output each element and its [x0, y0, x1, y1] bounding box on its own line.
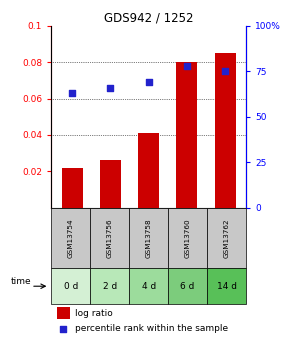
Bar [57, 307, 70, 319]
Bar [168, 268, 207, 304]
Text: GSM13762: GSM13762 [224, 218, 230, 258]
Bar [51, 268, 90, 304]
Bar [100, 160, 121, 207]
Bar [207, 207, 246, 268]
Text: 14 d: 14 d [217, 282, 237, 291]
Bar [129, 268, 168, 304]
Point [61, 326, 66, 331]
Title: GDS942 / 1252: GDS942 / 1252 [104, 12, 193, 25]
Point [223, 69, 227, 74]
Bar [51, 207, 90, 268]
Text: 4 d: 4 d [142, 282, 156, 291]
Point [185, 63, 189, 69]
Bar [90, 207, 129, 268]
Text: GSM13756: GSM13756 [107, 218, 113, 258]
Text: log ratio: log ratio [75, 309, 113, 318]
Bar [90, 268, 129, 304]
Text: percentile rank within the sample: percentile rank within the sample [75, 324, 228, 333]
Bar [207, 268, 246, 304]
Text: time: time [11, 277, 32, 286]
Text: GSM13754: GSM13754 [68, 218, 74, 258]
Bar [176, 62, 197, 207]
Point [108, 85, 113, 90]
Text: GSM13760: GSM13760 [185, 218, 191, 258]
Text: 6 d: 6 d [180, 282, 195, 291]
Text: GSM13758: GSM13758 [146, 218, 152, 258]
Point [70, 90, 75, 96]
Bar [168, 207, 207, 268]
Point [146, 79, 151, 85]
Text: 2 d: 2 d [103, 282, 117, 291]
Bar [62, 168, 83, 207]
Text: 0 d: 0 d [64, 282, 78, 291]
Bar [129, 207, 168, 268]
Bar [214, 53, 236, 207]
Bar [138, 133, 159, 207]
